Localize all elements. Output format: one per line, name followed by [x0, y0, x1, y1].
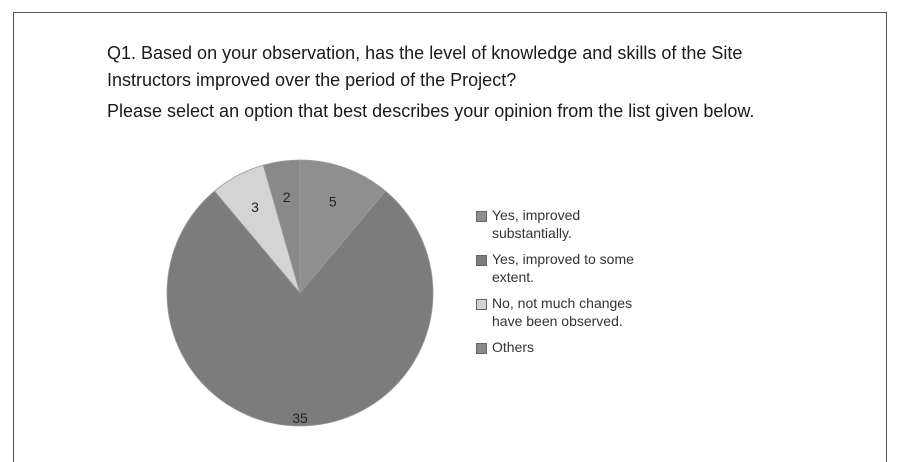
frame: [13, 12, 887, 462]
data-label: 3: [251, 199, 259, 215]
legend-item: Yes, improved substantially.: [476, 206, 676, 242]
legend-swatch: [476, 343, 487, 354]
legend-label: Yes, improved to some extent.: [492, 251, 634, 285]
legend-item: Others: [476, 338, 676, 356]
data-label: 35: [292, 410, 308, 426]
pie-slice: [262, 159, 301, 294]
legend-item: Yes, improved to some extent.: [476, 250, 676, 286]
question: Q1. Based on your observation, has the l…: [107, 43, 743, 90]
pie-slice: [299, 159, 387, 295]
legend-item: No, not much changes have been observed.: [476, 294, 676, 330]
data-label: 5: [329, 194, 337, 210]
chart: 5 35 3 2: [166, 159, 434, 427]
legend-label: Yes, improved substantially.: [492, 207, 581, 241]
legend-swatch: [476, 255, 487, 266]
legend-label: No, not much changes have been observed.: [492, 295, 633, 329]
page: {"chart_data": {"type": "pie", "title": …: [13, 12, 887, 462]
legend-label: Others: [492, 339, 535, 355]
pie-slice: [166, 190, 434, 427]
legend-swatch: [476, 211, 487, 222]
legend-swatch: [476, 299, 487, 310]
instruction: Please select an option that best descri…: [107, 101, 755, 121]
legend: Yes, improved substantially. Yes, improve…: [476, 206, 676, 364]
data-label: 2: [283, 189, 291, 205]
